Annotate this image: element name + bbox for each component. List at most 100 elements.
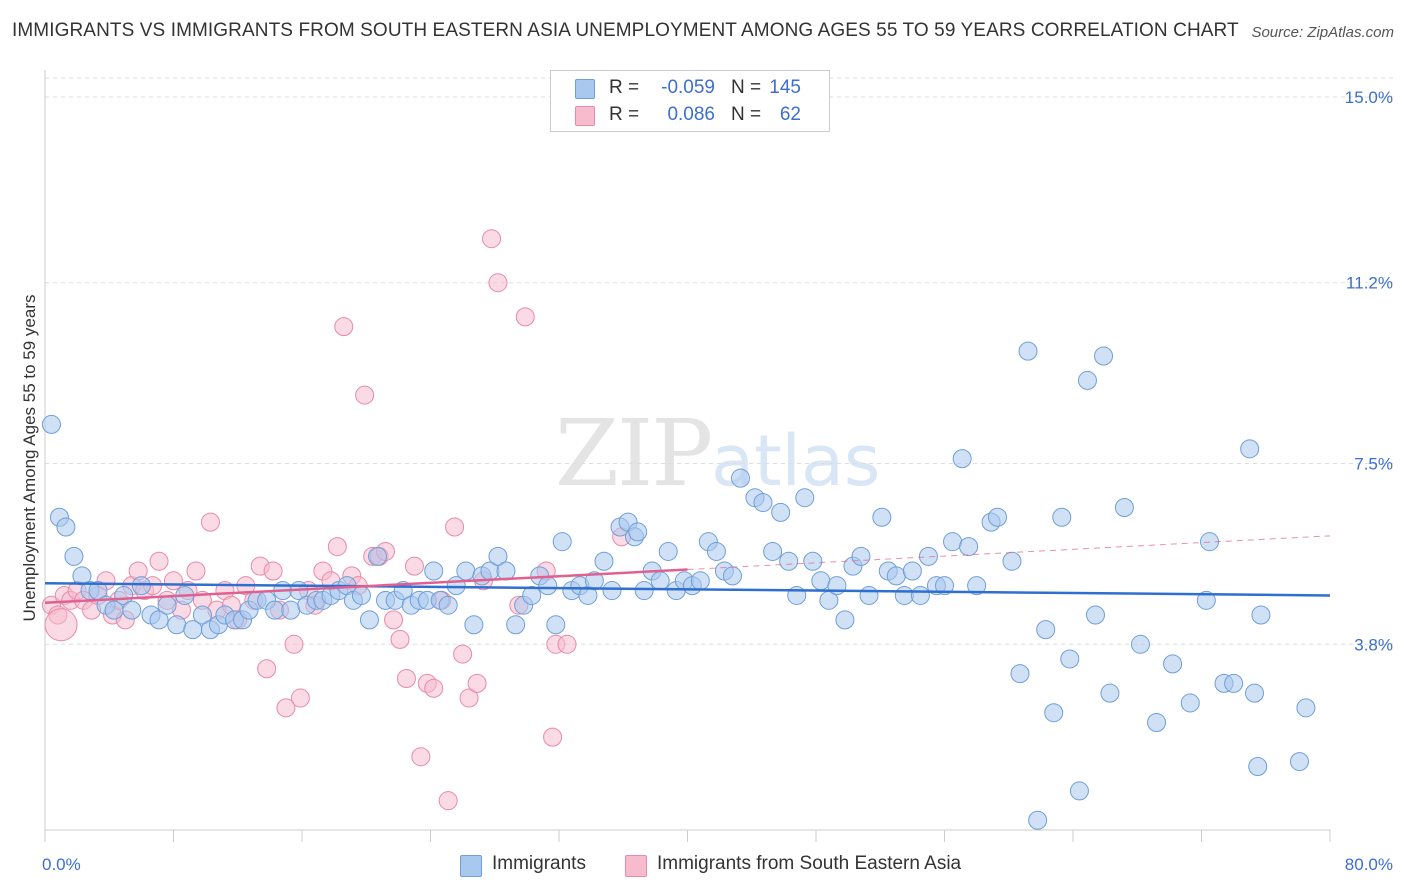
immigrants-point (771, 502, 791, 522)
n-value: 145 (769, 77, 801, 98)
se-asia-trend-line (44, 568, 688, 605)
immigrants-point (779, 551, 799, 571)
se-asia-point (445, 517, 465, 537)
immigrants-point (1296, 698, 1316, 718)
se-asia-point (438, 791, 458, 811)
immigrants-point (1147, 712, 1167, 732)
immigrants-point (464, 615, 484, 635)
blue-swatch (460, 855, 482, 877)
watermark: ZIPatlas (555, 400, 880, 507)
se-asia-point (149, 551, 169, 571)
source-label: Source: ZipAtlas.com (1251, 24, 1394, 41)
immigrants-point (1245, 683, 1265, 703)
se-asia-point (482, 229, 502, 249)
immigrants-point (1224, 673, 1244, 693)
immigrants-point (496, 561, 516, 581)
immigrants-point (538, 576, 558, 596)
se-asia-point (334, 317, 354, 337)
series-immigrants-points (41, 341, 1316, 830)
r-label: R = (609, 77, 640, 98)
immigrants-point (122, 600, 142, 620)
immigrants-point (1094, 346, 1114, 366)
immigrants-point (64, 546, 84, 566)
immigrants-point (910, 585, 930, 605)
immigrants-point (506, 615, 526, 635)
immigrants-point (1002, 551, 1022, 571)
y-tick-label: 7.5% (1354, 455, 1393, 474)
immigrants-point (522, 585, 542, 605)
pink-swatch (575, 106, 595, 126)
axes (44, 70, 1331, 842)
immigrants-point (131, 576, 151, 596)
immigrants-point (41, 414, 61, 434)
immigrants-point (1251, 605, 1271, 625)
se-asia-point (453, 644, 473, 664)
immigrants-point (988, 507, 1008, 527)
se-asia-point (411, 747, 431, 767)
immigrants-point (546, 615, 566, 635)
se-asia-point (404, 556, 424, 576)
n-value: 62 (779, 104, 801, 125)
se-asia-point (200, 512, 220, 532)
immigrants-point (650, 571, 670, 591)
immigrants-trend-line (44, 581, 1331, 597)
r-value: 0.086 (667, 104, 715, 125)
correlation-legend: R = -0.059 N = 145 R = 0.086 N = 62 (550, 70, 830, 132)
immigrants-point (690, 571, 710, 591)
se-asia-point (543, 727, 563, 747)
immigrants-point (902, 561, 922, 581)
immigrants-point (918, 546, 938, 566)
immigrants-point (1036, 620, 1056, 640)
immigrants-point (835, 610, 855, 630)
tick-labels: 3.8% 7.5% 11.2% 15.0% 0.0% 80.0% (42, 88, 1393, 874)
pink-swatch (625, 855, 647, 877)
immigrants-point (1130, 634, 1150, 654)
se-asia-point (263, 561, 283, 581)
immigrants-point (1077, 370, 1097, 390)
immigrants-point (1240, 439, 1260, 459)
immigrants-point (1010, 664, 1030, 684)
immigrants-point (594, 551, 614, 571)
se-asia-point (488, 273, 508, 293)
x-tick-label: 0.0% (42, 855, 81, 874)
immigrants-point (1180, 693, 1200, 713)
watermark-atlas: atlas (711, 420, 881, 502)
immigrants-point (1018, 341, 1038, 361)
immigrants-point (803, 551, 823, 571)
immigrants-point (456, 561, 476, 581)
immigrants-point (753, 493, 773, 513)
se-asia-point (384, 610, 404, 630)
immigrants-point (1052, 507, 1072, 527)
immigrants-point (584, 571, 604, 591)
immigrants-point (1196, 590, 1216, 610)
immigrants-point (265, 600, 285, 620)
se-asia-point (557, 634, 577, 654)
immigrants-point (943, 532, 963, 552)
immigrants-point (1085, 605, 1105, 625)
immigrants-point (935, 576, 954, 596)
immigrants-point (72, 566, 92, 586)
y-tick-label: 15.0% (1345, 88, 1393, 107)
immigrants-point (438, 595, 458, 615)
immigrants-point (424, 561, 444, 581)
immigrants-point (1028, 810, 1048, 830)
immigrants-point (367, 546, 387, 566)
series-se-asia-points (41, 229, 632, 811)
immigrants-point (1289, 752, 1309, 772)
immigrants-point (959, 537, 979, 557)
legend-label: Immigrants (492, 853, 586, 874)
immigrants-point (552, 532, 572, 552)
immigrants-point (872, 507, 892, 527)
se-asia-trend-extension (687, 535, 1331, 571)
immigrants-point (1044, 703, 1064, 723)
r-label: R = (609, 104, 640, 125)
se-asia-point (290, 688, 310, 708)
se-asia-point (515, 307, 535, 327)
immigrants-point (811, 571, 831, 591)
immigrants-point (894, 585, 914, 605)
immigrants-point (1163, 654, 1183, 674)
immigrants-point (1069, 781, 1089, 801)
immigrants-point (634, 581, 654, 601)
n-label: N = (731, 77, 762, 98)
immigrants-point (167, 615, 187, 635)
